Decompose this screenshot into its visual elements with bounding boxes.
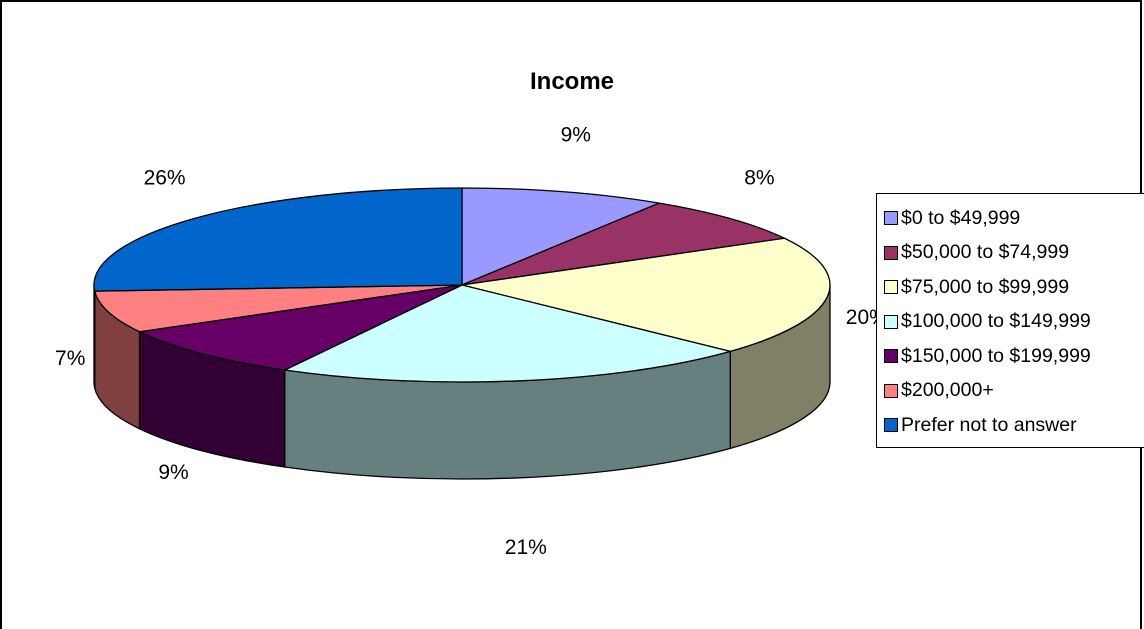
legend-swatch [884,211,898,226]
data-label-50-000-to-74-999: 8% [744,166,774,189]
legend-item-150-000-to-199-999: $150,000 to $199,999 [881,339,1144,374]
pie-slice-prefer-not-to-answer [93,187,463,292]
legend-label: $75,000 to $99,999 [901,275,1070,298]
legend-item-100-000-to-149-999: $100,000 to $149,999 [881,305,1144,340]
legend-label: $50,000 to $74,999 [901,241,1070,264]
pie-slice-200-000 [94,284,463,333]
chart-title: Income [529,68,615,95]
legend-swatch [884,383,898,398]
legend-swatch [884,349,898,364]
data-label-150-000-to-199-999: 9% [158,461,188,484]
legend-item-prefer-not-to-answer: Prefer not to answer [881,408,1144,443]
pie-slice-150-000-to-199-999 [138,284,463,371]
data-label-200-000: 7% [55,347,85,370]
legend-swatch [884,245,898,260]
legend: $0 to $49,999 $50,000 to $74,999 $75,000 t… [876,193,1144,448]
legend-swatch [884,314,898,329]
legend-item-200-000: $200,000+ [881,374,1144,409]
legend-item-50-000-to-74-999: $50,000 to $74,999 [881,236,1144,271]
pie-slice-0-to-49-999 [461,187,660,286]
legend-swatch [884,418,898,433]
pie-slice-75-000-to-99-999 [461,237,831,353]
pie-slice-50-000-to-74-999 [461,202,786,286]
legend-label: $150,000 to $199,999 [901,344,1091,367]
legend-label: $100,000 to $149,999 [901,310,1091,333]
pie-side-prefer-not-to-answer [93,284,96,389]
pie-top-faces [93,187,831,383]
legend-item-0-to-49-999: $0 to $49,999 [881,201,1144,236]
legend-label: $200,000+ [901,379,994,402]
pie-slice-100-000-to-149-999 [284,284,731,383]
data-label-prefer-not-to-answer: 26% [144,166,186,189]
legend-swatch [884,280,898,295]
legend-label: $0 to $49,999 [901,206,1021,229]
legend-label: Prefer not to answer [901,413,1077,436]
data-label-0-to-49-999: 9% [561,124,591,147]
data-label-100-000-to-149-999: 21% [505,536,547,559]
legend-item-75-000-to-99-999: $75,000 to $99,999 [881,270,1144,305]
